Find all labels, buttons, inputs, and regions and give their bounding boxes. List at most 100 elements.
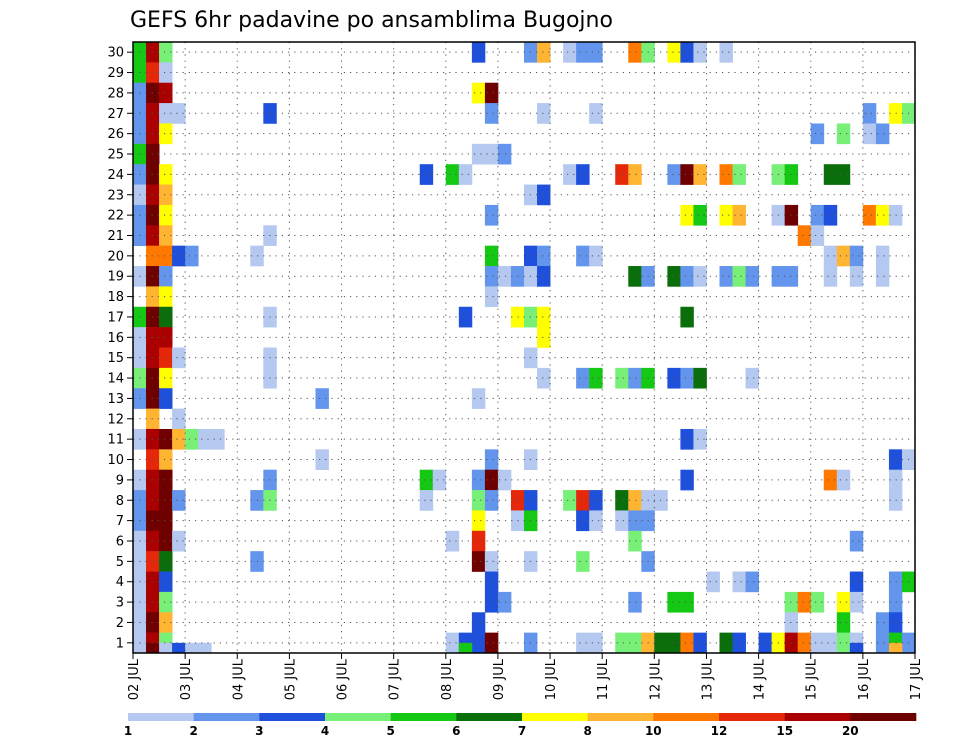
heatmap-cell bbox=[719, 42, 733, 63]
heatmap-cell bbox=[667, 42, 681, 63]
heatmap-cell bbox=[680, 632, 694, 654]
legend-label: 10 bbox=[645, 724, 662, 738]
y-tick-label: 17 bbox=[107, 310, 124, 325]
heatmap-cell bbox=[159, 642, 173, 654]
heatmap-cell bbox=[159, 347, 173, 369]
legend-label: 4 bbox=[321, 724, 329, 738]
heatmap-cell bbox=[589, 490, 603, 511]
heatmap-cell bbox=[576, 367, 590, 389]
legend-label: 12 bbox=[711, 724, 728, 738]
heatmap-cell bbox=[693, 428, 707, 450]
heatmap-cell bbox=[888, 642, 903, 654]
x-tick-label: 04 JUL bbox=[231, 658, 246, 700]
heatmap-cell bbox=[484, 103, 499, 124]
heatmap-cell bbox=[810, 123, 825, 145]
heatmap-cell bbox=[823, 469, 838, 491]
chart-title: GEFS 6hr padavine po ansamblima Bugojno bbox=[130, 8, 613, 33]
heatmap-cell bbox=[484, 204, 499, 226]
heatmap-cell bbox=[471, 143, 486, 165]
heatmap-cell bbox=[172, 408, 186, 430]
heatmap-cell bbox=[159, 510, 173, 532]
heatmap-cell bbox=[693, 164, 707, 185]
heatmap-cell bbox=[693, 632, 707, 654]
heatmap-cell bbox=[576, 42, 590, 63]
heatmap-cell bbox=[471, 510, 486, 532]
heatmap-cell bbox=[484, 490, 499, 511]
heatmap-cell bbox=[667, 266, 681, 287]
heatmap-cell bbox=[849, 591, 864, 613]
heatmap-cell bbox=[745, 367, 759, 389]
x-tick-label: 05 JUL bbox=[283, 658, 298, 700]
heatmap-cell bbox=[159, 306, 173, 328]
y-axis-ticks: 1234567891011121314151617181920212223242… bbox=[107, 46, 133, 651]
y-tick-label: 21 bbox=[107, 229, 124, 244]
heatmap-cell bbox=[693, 42, 707, 63]
heatmap-cell bbox=[823, 204, 838, 226]
heatmap-cell bbox=[497, 469, 512, 491]
heatmap-cell bbox=[615, 490, 629, 511]
heatmap-cell bbox=[159, 449, 173, 470]
heatmap-cell bbox=[849, 642, 864, 654]
heatmap-cell bbox=[159, 204, 173, 226]
x-tick-label: 07 JUL bbox=[388, 658, 403, 700]
heatmap-cell bbox=[211, 428, 225, 450]
heatmap-cell bbox=[875, 123, 890, 145]
x-tick-label: 15 JUL bbox=[805, 658, 820, 700]
heatmap-cell bbox=[732, 632, 746, 654]
legend-swatch bbox=[784, 713, 851, 721]
y-tick-label: 23 bbox=[107, 188, 124, 203]
heatmap-cell bbox=[680, 266, 694, 287]
legend-swatch bbox=[850, 713, 917, 721]
y-tick-label: 19 bbox=[107, 270, 124, 285]
heatmap-cell bbox=[680, 164, 694, 185]
heatmap-cell bbox=[797, 632, 812, 654]
heatmap-cell bbox=[628, 591, 642, 613]
heatmap-cell bbox=[745, 266, 759, 287]
heatmap-cell bbox=[745, 571, 759, 593]
heatmap-cell bbox=[680, 591, 694, 613]
heatmap-cells bbox=[133, 42, 916, 654]
heatmap-cell bbox=[576, 510, 590, 532]
heatmap-cell bbox=[159, 103, 173, 124]
y-tick-label: 18 bbox=[107, 290, 124, 305]
heatmap-cell bbox=[172, 103, 186, 124]
heatmap-cell bbox=[563, 490, 577, 511]
x-tick-label: 16 JUL bbox=[857, 658, 872, 700]
heatmap-cell bbox=[563, 42, 577, 63]
legend-swatch bbox=[259, 713, 326, 721]
heatmap-cell bbox=[862, 123, 877, 145]
heatmap-cell bbox=[823, 164, 838, 185]
heatmap-cell bbox=[589, 245, 603, 267]
heatmap-cell bbox=[719, 204, 733, 226]
x-tick-label: 17 JUL bbox=[909, 658, 924, 700]
y-tick-label: 8 bbox=[116, 494, 124, 509]
heatmap-cell bbox=[484, 245, 499, 267]
y-tick-label: 1 bbox=[116, 636, 124, 651]
heatmap-cell bbox=[471, 490, 486, 511]
heatmap-cell bbox=[159, 551, 173, 572]
heatmap-cell bbox=[484, 551, 499, 572]
heatmap-cell bbox=[159, 42, 173, 63]
legend-swatch bbox=[390, 713, 457, 721]
legend-label: 8 bbox=[584, 724, 592, 738]
heatmap-cell bbox=[732, 571, 746, 593]
heatmap-cell bbox=[693, 266, 707, 287]
y-tick-label: 22 bbox=[107, 209, 124, 224]
heatmap-cell bbox=[628, 490, 642, 511]
heatmap-cell bbox=[537, 327, 551, 348]
heatmap-cell bbox=[680, 42, 694, 63]
heatmap-cell bbox=[719, 164, 733, 185]
heatmap-cell bbox=[836, 123, 851, 145]
heatmap-cell bbox=[471, 82, 486, 104]
heatmap-cell bbox=[719, 632, 733, 654]
heatmap-cell bbox=[810, 632, 825, 654]
heatmap-cell bbox=[537, 306, 551, 328]
heatmap-cell bbox=[185, 428, 199, 450]
legend-swatch bbox=[325, 713, 391, 721]
heatmap-cell bbox=[471, 612, 486, 633]
heatmap-cell bbox=[458, 642, 473, 654]
heatmap-cell bbox=[159, 428, 173, 450]
x-tick-label: 10 JUL bbox=[544, 658, 559, 700]
y-tick-label: 6 bbox=[116, 534, 124, 549]
